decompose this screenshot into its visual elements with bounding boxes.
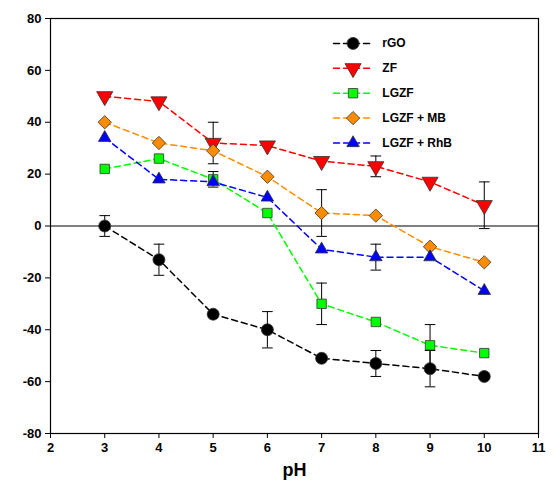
svg-text:6: 6	[264, 440, 271, 455]
svg-text:rGO: rGO	[382, 36, 405, 50]
svg-text:0: 0	[34, 218, 41, 233]
svg-text:11: 11	[532, 440, 546, 455]
svg-text:LGZF + RhB: LGZF + RhB	[382, 136, 452, 150]
svg-text:2: 2	[47, 440, 54, 455]
svg-text:9: 9	[426, 440, 433, 455]
svg-text:pH: pH	[283, 460, 307, 480]
svg-text:LGZF + MB: LGZF + MB	[382, 111, 446, 125]
svg-text:8: 8	[372, 440, 379, 455]
svg-text:ZF: ZF	[382, 61, 397, 75]
svg-text:-80: -80	[23, 426, 42, 441]
svg-text:-20: -20	[23, 270, 42, 285]
svg-text:40: 40	[27, 114, 41, 129]
svg-text:20: 20	[27, 166, 41, 181]
svg-text:60: 60	[27, 63, 41, 78]
svg-text:3: 3	[101, 440, 108, 455]
svg-text:-60: -60	[23, 374, 42, 389]
svg-text:7: 7	[318, 440, 325, 455]
svg-text:-40: -40	[23, 322, 42, 337]
svg-text:80: 80	[27, 11, 41, 26]
svg-text:4: 4	[155, 440, 163, 455]
svg-text:10: 10	[477, 440, 491, 455]
svg-text:5: 5	[210, 440, 217, 455]
svg-text:LGZF: LGZF	[382, 86, 413, 100]
